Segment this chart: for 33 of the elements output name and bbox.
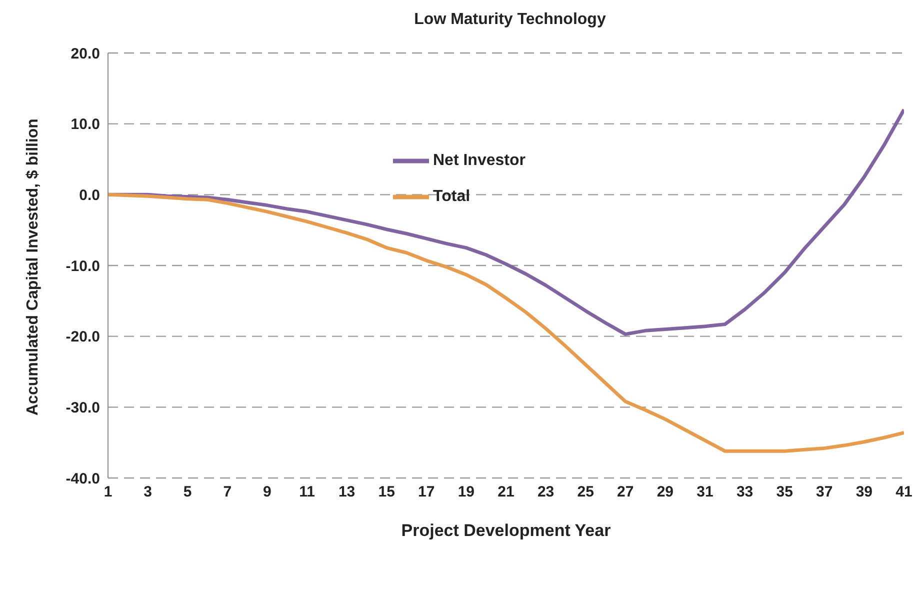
x-tick-label: 37 bbox=[816, 484, 833, 501]
x-tick-label: 17 bbox=[418, 484, 435, 501]
x-tick-label: 7 bbox=[223, 484, 232, 501]
y-tick-label: 20.0 bbox=[70, 45, 100, 62]
y-tick-label: -30.0 bbox=[66, 399, 100, 416]
legend-label: Net Investor bbox=[433, 152, 526, 170]
legend-label: Total bbox=[433, 188, 470, 206]
x-tick-label: 5 bbox=[183, 484, 192, 501]
x-tick-label: 29 bbox=[656, 484, 674, 501]
x-tick-label: 11 bbox=[299, 484, 315, 501]
x-axis-title: Project Development Year bbox=[401, 521, 612, 540]
y-axis-title: Accumulated Capital Invested, $ billion bbox=[24, 118, 42, 416]
y-tick-label: -20.0 bbox=[66, 328, 100, 346]
x-tick-label: 21 bbox=[498, 484, 514, 501]
x-tick-label: 1 bbox=[104, 484, 112, 501]
x-tick-label: 23 bbox=[537, 484, 554, 501]
x-tick-label: 31 bbox=[696, 484, 714, 501]
y-tick-label: -10.0 bbox=[66, 258, 100, 275]
x-tick-label: 3 bbox=[144, 484, 152, 501]
chart-title: Low Maturity Technology bbox=[413, 10, 607, 30]
x-tick-label: 27 bbox=[617, 484, 634, 501]
x-tick-label: 39 bbox=[856, 484, 873, 501]
x-tick-label: 15 bbox=[378, 484, 395, 501]
x-tick-label: 35 bbox=[776, 484, 793, 501]
x-tick-label: 13 bbox=[338, 484, 356, 501]
x-tick-label: 19 bbox=[458, 484, 475, 501]
y-tick-label: 0.0 bbox=[79, 186, 100, 204]
x-tick-label: 41 bbox=[896, 484, 912, 501]
x-tick-label: 25 bbox=[577, 484, 594, 501]
x-tick-label: 9 bbox=[263, 484, 272, 501]
y-tick-label: 10.0 bbox=[70, 116, 100, 134]
x-tick-label: 33 bbox=[736, 484, 754, 501]
y-tick-label: -40.0 bbox=[66, 470, 100, 488]
